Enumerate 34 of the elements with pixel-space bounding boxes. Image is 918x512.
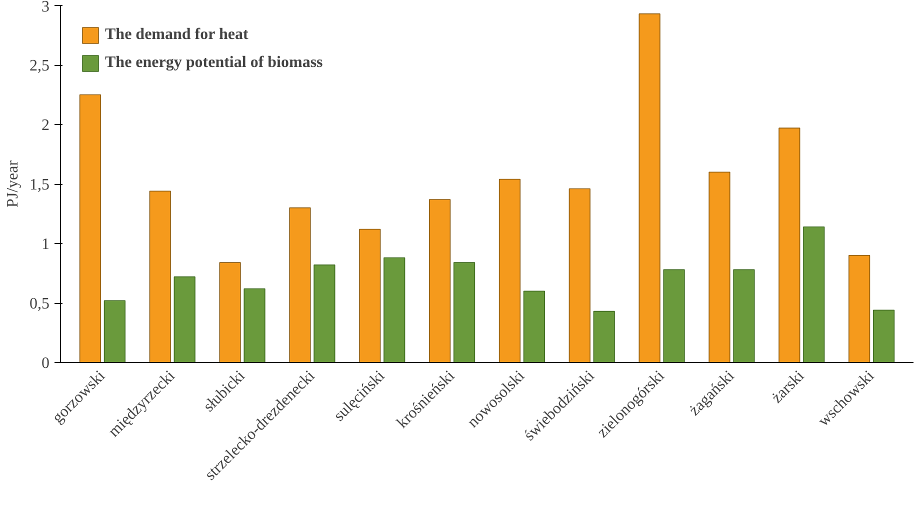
bar [708, 172, 730, 362]
y-tick-label: 3 [42, 0, 50, 16]
bar [803, 226, 825, 362]
y-tick-label: 2,5 [30, 58, 50, 74]
bar [384, 257, 406, 362]
y-tick-label: 2 [42, 117, 50, 134]
bar [219, 262, 241, 362]
y-tick-label: 1 [42, 236, 50, 253]
bar [453, 262, 476, 362]
bar [314, 264, 336, 362]
y-tick-label: 0,5 [30, 296, 50, 312]
bar [104, 300, 126, 362]
legend-label: The energy potential of biomass [105, 54, 323, 72]
bar [289, 207, 311, 362]
bar [79, 94, 102, 362]
bar [638, 13, 660, 362]
bar [244, 288, 266, 362]
bar [149, 190, 171, 362]
bar [568, 188, 590, 362]
bar [778, 128, 800, 362]
bar [872, 310, 895, 362]
bar [663, 269, 685, 362]
y-axis-title: PJ/year [4, 160, 22, 208]
bar [429, 199, 451, 362]
y-tick-label: 1,5 [30, 176, 50, 194]
bar [359, 228, 381, 362]
bar [733, 269, 755, 362]
bar [593, 310, 615, 362]
y-tick-label: 0 [42, 355, 50, 372]
legend-label: The demand for heat [105, 26, 248, 44]
bar [523, 290, 545, 362]
bar [498, 178, 521, 362]
bar [848, 255, 870, 362]
bar [174, 276, 196, 362]
